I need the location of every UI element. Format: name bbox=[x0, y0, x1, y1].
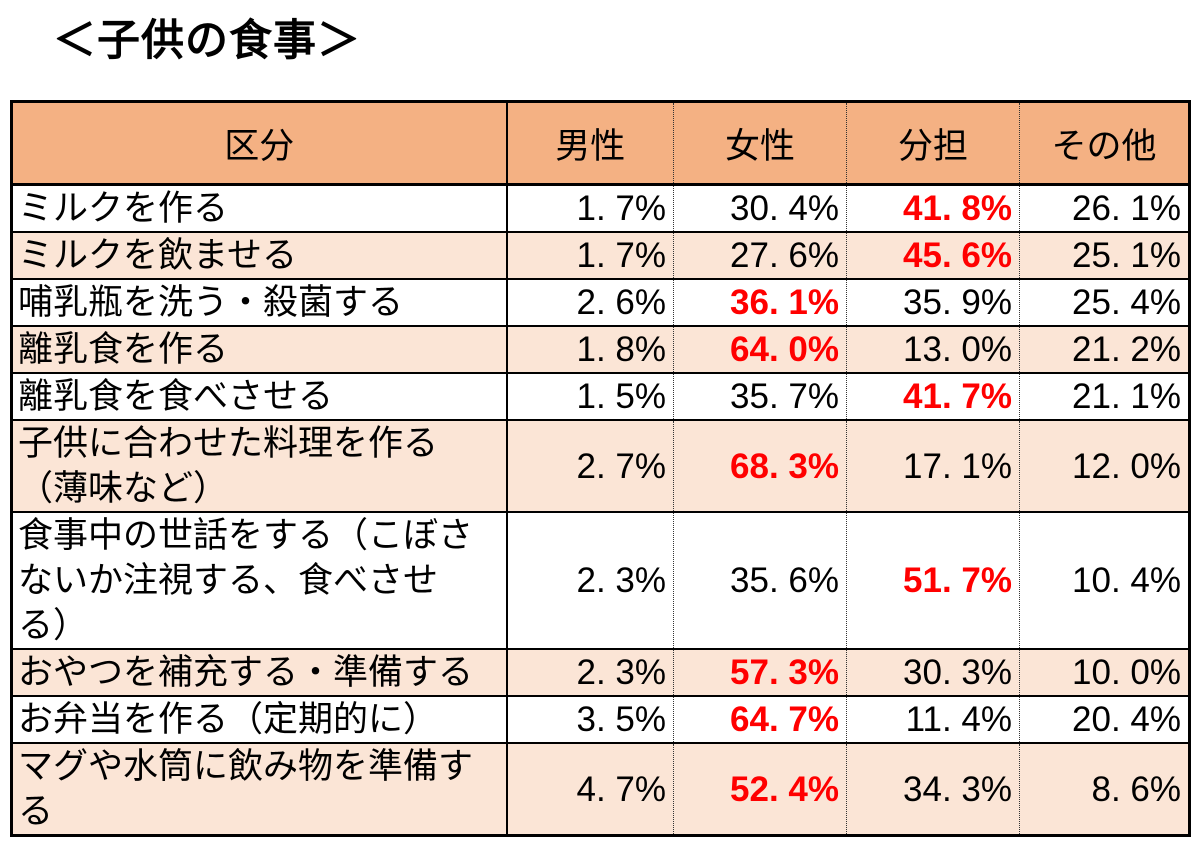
value-cell: 1. 7% bbox=[506, 183, 674, 232]
value-cell: 30. 3% bbox=[846, 648, 1020, 696]
value-cell-highlighted: 36. 1% bbox=[673, 278, 847, 326]
table-row: お弁当を作る（定期的に） 3. 5% 64. 7% 11. 4% 20. 4% bbox=[11, 695, 1190, 743]
value-cell-highlighted: 45. 6% bbox=[846, 231, 1020, 279]
table-body: ミルクを作る 1. 7% 30. 4% 41. 8% 26. 1% ミルクを飲ませる 1. … bbox=[11, 183, 1190, 836]
row-label: マグや水筒に飲み物を準備す る bbox=[11, 742, 508, 836]
value-cell: 2. 7% bbox=[506, 419, 674, 512]
column-header-other: その他 bbox=[1019, 101, 1190, 186]
table-row: おやつを補充する・準備する 2. 3% 57. 3% 30. 3% 10. 0% bbox=[11, 648, 1190, 696]
value-cell-highlighted: 52. 4% bbox=[673, 742, 847, 836]
table-row: 離乳食を食べさせる 1. 5% 35. 7% 41. 7% 21. 1% bbox=[11, 372, 1190, 420]
row-label: 子供に合わせた料理を作る （薄味など） bbox=[11, 419, 508, 512]
table-row: マグや水筒に飲み物を準備す る 4. 7% 52. 4% 34. 3% 8. 6% bbox=[11, 742, 1190, 836]
value-cell: 2. 3% bbox=[506, 511, 674, 649]
value-cell: 3. 5% bbox=[506, 695, 674, 743]
value-cell-highlighted: 64. 7% bbox=[673, 695, 847, 743]
row-label: ミルクを作る bbox=[11, 183, 508, 232]
value-cell: 25. 1% bbox=[1019, 231, 1190, 279]
value-cell: 35. 9% bbox=[846, 278, 1020, 326]
table-row: 哺乳瓶を洗う・殺菌する 2. 6% 36. 1% 35. 9% 25. 4% bbox=[11, 278, 1190, 326]
table-container: 区分 男性 女性 分担 その他 ミルクを作る 1. 7% 30. 4% 41. 8% 2… bbox=[10, 100, 1191, 837]
value-cell: 25. 4% bbox=[1019, 278, 1190, 326]
value-cell: 11. 4% bbox=[846, 695, 1020, 743]
value-cell: 35. 7% bbox=[673, 372, 847, 420]
value-cell-highlighted: 64. 0% bbox=[673, 325, 847, 373]
value-cell: 17. 1% bbox=[846, 419, 1020, 512]
table-row: 子供に合わせた料理を作る （薄味など） 2. 7% 68. 3% 17. 1% 12. … bbox=[11, 419, 1190, 512]
value-cell: 2. 6% bbox=[506, 278, 674, 326]
column-header-female: 女性 bbox=[673, 101, 847, 186]
value-cell: 10. 4% bbox=[1019, 511, 1190, 649]
value-cell-highlighted: 51. 7% bbox=[846, 511, 1020, 649]
value-cell: 10. 0% bbox=[1019, 648, 1190, 696]
row-label: お弁当を作る（定期的に） bbox=[11, 695, 508, 743]
value-cell: 20. 4% bbox=[1019, 695, 1190, 743]
value-cell-highlighted: 68. 3% bbox=[673, 419, 847, 512]
table-row: ミルクを飲ませる 1. 7% 27. 6% 45. 6% 25. 1% bbox=[11, 231, 1190, 279]
value-cell: 35. 6% bbox=[673, 511, 847, 649]
value-cell: 13. 0% bbox=[846, 325, 1020, 373]
value-cell: 34. 3% bbox=[846, 742, 1020, 836]
row-label: おやつを補充する・準備する bbox=[11, 648, 508, 696]
value-cell-highlighted: 57. 3% bbox=[673, 648, 847, 696]
value-cell: 30. 4% bbox=[673, 183, 847, 232]
column-header-male: 男性 bbox=[506, 101, 674, 186]
value-cell: 1. 5% bbox=[506, 372, 674, 420]
row-label: 離乳食を作る bbox=[11, 325, 508, 373]
value-cell: 27. 6% bbox=[673, 231, 847, 279]
survey-results-table: 区分 男性 女性 分担 その他 ミルクを作る 1. 7% 30. 4% 41. 8% 2… bbox=[10, 100, 1191, 837]
value-cell-highlighted: 41. 7% bbox=[846, 372, 1020, 420]
value-cell-highlighted: 41. 8% bbox=[846, 183, 1020, 232]
row-label: 哺乳瓶を洗う・殺菌する bbox=[11, 278, 508, 326]
table-row: ミルクを作る 1. 7% 30. 4% 41. 8% 26. 1% bbox=[11, 183, 1190, 232]
table-row: 離乳食を作る 1. 8% 64. 0% 13. 0% 21. 2% bbox=[11, 325, 1190, 373]
value-cell: 1. 7% bbox=[506, 231, 674, 279]
column-header-category: 区分 bbox=[11, 101, 508, 186]
table-header-row: 区分 男性 女性 分担 その他 bbox=[11, 101, 1190, 186]
value-cell: 21. 1% bbox=[1019, 372, 1190, 420]
value-cell: 2. 3% bbox=[506, 648, 674, 696]
value-cell: 4. 7% bbox=[506, 742, 674, 836]
row-label: 食事中の世話をする（こぼさ ないか注視する、食べさせ る） bbox=[11, 511, 508, 649]
value-cell: 26. 1% bbox=[1019, 183, 1190, 232]
value-cell: 8. 6% bbox=[1019, 742, 1190, 836]
value-cell: 12. 0% bbox=[1019, 419, 1190, 512]
row-label: 離乳食を食べさせる bbox=[11, 372, 508, 420]
value-cell: 1. 8% bbox=[506, 325, 674, 373]
page-title: ＜子供の食事＞ bbox=[53, 17, 361, 65]
row-label: ミルクを飲ませる bbox=[11, 231, 508, 279]
table-row: 食事中の世話をする（こぼさ ないか注視する、食べさせ る） 2. 3% 35. 6%… bbox=[11, 511, 1190, 649]
value-cell: 21. 2% bbox=[1019, 325, 1190, 373]
column-header-shared: 分担 bbox=[846, 101, 1020, 186]
